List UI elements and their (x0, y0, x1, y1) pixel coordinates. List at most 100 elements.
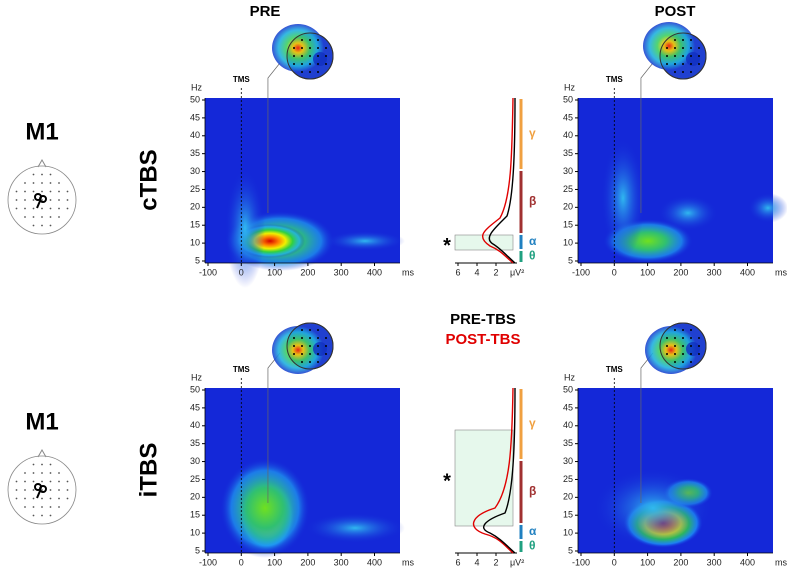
x-tick-label: 200 (673, 267, 688, 277)
electrode (301, 63, 303, 65)
electrode (58, 190, 60, 193)
electrode (41, 190, 43, 193)
y-tick-label: 45 (190, 112, 200, 122)
electrode (49, 190, 52, 193)
band-label: β (529, 484, 536, 498)
tms-label: TMS (233, 365, 251, 374)
x-tick-label: 100 (267, 267, 282, 277)
y-tick-label: 30 (563, 456, 573, 466)
significance: * (443, 470, 451, 492)
y-tick-label: 10 (190, 237, 200, 247)
electrode (690, 71, 692, 73)
electrode (682, 63, 684, 65)
x-tick-label: -100 (199, 267, 217, 277)
electrode (58, 497, 60, 500)
heatmap-blob (658, 195, 718, 231)
electrode (666, 47, 668, 49)
topomap-cool (686, 342, 700, 356)
significance: * (443, 235, 451, 257)
y-tick-label: 40 (563, 130, 573, 140)
electrode (682, 47, 684, 49)
electrode (325, 63, 327, 65)
nose (37, 448, 47, 458)
electrode (32, 506, 35, 508)
topomap-cool (313, 342, 327, 356)
x-tick-label: 400 (367, 557, 382, 567)
y-unit: Hz (564, 372, 575, 382)
electrode (698, 345, 700, 347)
electrode (682, 345, 684, 347)
electrode (49, 463, 52, 466)
electrode (32, 216, 35, 218)
electrode (41, 497, 43, 500)
spectrum-curve (472, 387, 514, 554)
y-tick-label: 5 (195, 255, 200, 265)
electrode (293, 353, 295, 355)
electrode (674, 39, 676, 41)
electrode (41, 199, 43, 201)
topomap-hot (272, 24, 324, 72)
spec-tick-label: 2 (493, 557, 498, 567)
y-tick-label: 25 (190, 184, 200, 194)
electrode (301, 39, 303, 41)
electrode (674, 337, 676, 339)
electrode (301, 337, 303, 339)
heatmap-blob (593, 468, 713, 548)
electrode (15, 199, 18, 201)
electrode (49, 497, 52, 500)
electrode (49, 514, 52, 517)
y-tick-label: 15 (563, 220, 573, 230)
electrode (698, 47, 700, 49)
coil-handle (36, 490, 41, 499)
electrode (682, 337, 684, 339)
y-tick-label: 20 (190, 202, 200, 212)
x-tick-label: -100 (572, 267, 590, 277)
heatmap-blob (325, 231, 405, 251)
electrode (49, 216, 52, 218)
topomap-hot (643, 22, 695, 70)
spectrum-curve (481, 97, 514, 264)
y-tick-label: 10 (563, 527, 573, 537)
spec-tick-label: 6 (455, 557, 460, 567)
electrode (674, 361, 676, 363)
x-tick-label: 200 (300, 267, 315, 277)
y-tick-label: 45 (563, 402, 573, 412)
electrode (293, 63, 295, 65)
electrode (682, 55, 684, 57)
coil-handle (36, 200, 41, 209)
protocol-label: iTBS (135, 443, 162, 498)
x-tick-label: 300 (707, 557, 722, 567)
x-tick-label: -100 (572, 557, 590, 567)
x-unit: ms (775, 557, 787, 567)
electrode (666, 353, 668, 355)
electrode (32, 480, 35, 483)
electrode (66, 497, 69, 500)
electrode (674, 329, 676, 331)
electrode (32, 224, 35, 227)
electrode (666, 55, 668, 57)
topomap-outline (286, 322, 334, 370)
electrode (309, 47, 311, 49)
electrode (49, 472, 52, 474)
topomap-outline (286, 32, 334, 80)
topomap-cool (686, 52, 700, 66)
site-label: M1 (25, 408, 58, 435)
electrode (49, 506, 52, 508)
electrode (24, 207, 26, 210)
electrode (317, 329, 319, 331)
electrode (66, 489, 69, 491)
electrode (41, 480, 43, 483)
electrode (325, 337, 327, 339)
spectrum-curve (488, 97, 516, 264)
spec-unit: μV² (510, 267, 524, 277)
electrode (41, 472, 43, 474)
electrode (66, 199, 69, 201)
topomap-cool (313, 52, 327, 66)
sig-box (454, 429, 514, 527)
x-tick-label: 200 (673, 557, 688, 567)
tms-label: TMS (606, 365, 624, 374)
electrode (49, 480, 52, 483)
electrode (58, 489, 60, 491)
electrode (66, 207, 69, 210)
legend-post: POST-TBS (445, 331, 520, 348)
